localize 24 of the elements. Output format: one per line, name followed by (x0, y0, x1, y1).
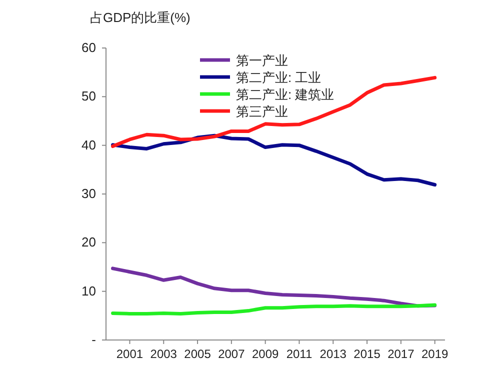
x-tick-label: 2005 (184, 347, 212, 361)
line-series (111, 266, 437, 308)
x-tick-label: 2019 (421, 347, 448, 361)
x-tick-label: 2015 (354, 347, 381, 361)
x-tick-label: 2007 (218, 347, 246, 361)
y-tick-label: 10 (82, 283, 96, 298)
x-tick-label: 2009 (252, 347, 279, 361)
x-tick-label: 2013 (320, 347, 347, 361)
legend-label: 第三产业 (236, 104, 288, 119)
y-tick-label: - (92, 332, 96, 347)
y-tick-label: 30 (82, 186, 96, 201)
legend-label: 第二产业: 建筑业 (236, 87, 334, 102)
y-tick-label: 60 (82, 40, 96, 55)
x-tick-label: 2001 (116, 347, 144, 361)
x-tick-label: 2003 (150, 347, 178, 361)
x-tick-label: 2011 (286, 347, 312, 361)
y-axis-title: 占GDP的比重(%) (90, 10, 190, 25)
legend-label: 第一产业 (236, 53, 288, 68)
legend-label: 第二产业: 工业 (236, 70, 322, 85)
y-tick-label: 50 (82, 88, 96, 104)
x-tick-label: 2017 (388, 347, 415, 361)
line-series (111, 303, 437, 316)
y-tick-label: 40 (82, 137, 96, 152)
y-tick-label: 20 (82, 234, 96, 250)
